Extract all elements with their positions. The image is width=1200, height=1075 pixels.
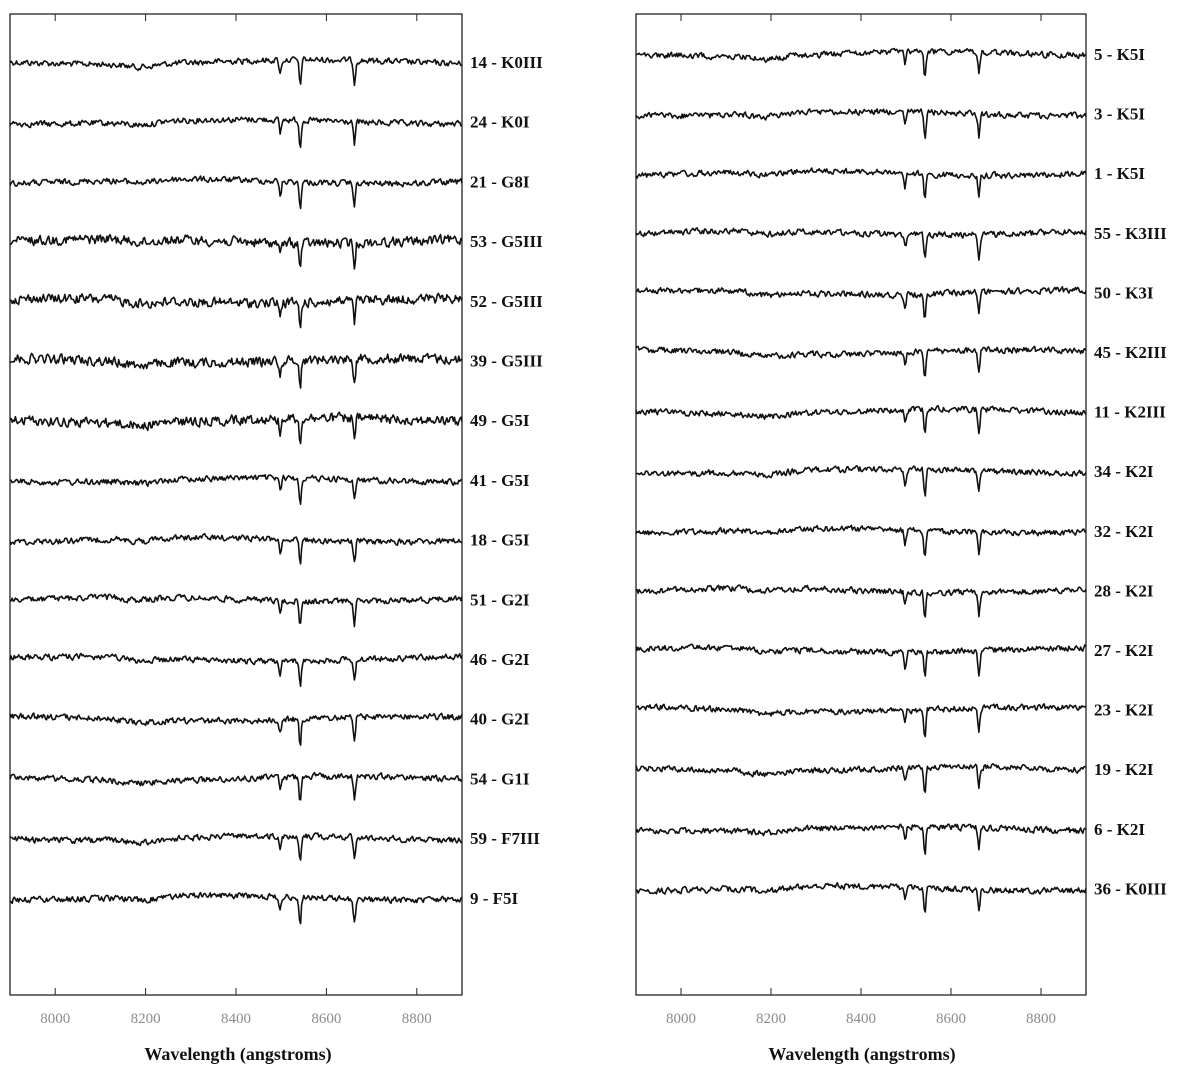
spectrum-line: [635, 404, 1087, 435]
series-label: 51 - G2I: [470, 590, 530, 609]
series-label: 39 - G5III: [470, 352, 543, 371]
series-label: 59 - F7III: [470, 829, 540, 848]
spectrum-line: [9, 116, 463, 148]
spectrum-line: [9, 533, 463, 565]
spectrum-line: [635, 227, 1087, 261]
x-tick-label: 8200: [756, 1011, 786, 1027]
series-label: 1 - K5I: [1094, 164, 1145, 183]
spectrum-line: [635, 167, 1087, 199]
spectrum-line: [635, 584, 1087, 618]
series-label: 46 - G2I: [470, 650, 530, 669]
x-tick-label: 8200: [131, 1011, 161, 1027]
spectrum-line: [9, 771, 463, 801]
spectra-panel-1: 8000 8200 8400 8600 8800 Wavelength (angstrom…: [9, 13, 543, 1065]
series-label: 3 - K5I: [1094, 105, 1145, 124]
x-tick-label: 8800: [1026, 1011, 1056, 1027]
series-label: 50 - K3I: [1094, 283, 1154, 302]
spectra-panel-2: 8000 8200 8400 8600 8800 Wavelength (angstrom…: [635, 13, 1167, 1065]
x-tick-label: 8000: [40, 1011, 70, 1027]
x-tick-label: 8600: [936, 1011, 966, 1027]
x-tick-label: 8400: [221, 1011, 251, 1027]
plot-frame: [635, 13, 1087, 996]
spectrum-line: [635, 643, 1087, 677]
series-label: 53 - G5III: [470, 232, 543, 251]
series-label: 54 - G1I: [470, 769, 530, 788]
spectrum-line: [635, 823, 1087, 855]
spectrum-line: [9, 652, 463, 687]
series-label: 6 - K2I: [1094, 820, 1145, 839]
spectrum-line: [9, 352, 463, 389]
x-tick-label: 8600: [311, 1011, 341, 1027]
spectrum-line: [635, 465, 1087, 497]
series-label: 41 - G5I: [470, 471, 530, 490]
spectrum-line: [635, 345, 1087, 377]
series-label: 40 - G2I: [470, 710, 530, 729]
x-tick-label: 8400: [846, 1011, 876, 1027]
spectrum-line: [9, 712, 463, 746]
spectrum-line: [635, 524, 1087, 556]
spectrum-line: [9, 233, 463, 270]
x-axis-title: Wavelength (angstroms): [768, 1044, 955, 1065]
series-label: 36 - K0III: [1094, 879, 1167, 898]
series-label: 23 - K2I: [1094, 701, 1154, 720]
series-label: 49 - G5I: [470, 411, 530, 430]
series-label: 19 - K2I: [1094, 760, 1154, 779]
series-label: 11 - K2III: [1094, 403, 1166, 422]
plot-frame: [9, 13, 463, 996]
x-tick-label: 8800: [402, 1011, 432, 1027]
series-label: 55 - K3III: [1094, 224, 1167, 243]
spectrum-line: [9, 474, 463, 505]
series-label: 9 - F5I: [470, 889, 519, 908]
spectrum-line: [9, 175, 463, 210]
spectrum-line: [9, 891, 463, 925]
series-label: 18 - G5I: [470, 531, 530, 550]
spectrum-line: [635, 108, 1087, 139]
spectrum-line: [9, 292, 463, 329]
x-tick-label: 8000: [666, 1011, 696, 1027]
spectrum-line: [9, 593, 463, 628]
x-axis-title: Wavelength (angstroms): [144, 1044, 331, 1065]
series-label: 34 - K2I: [1094, 462, 1154, 481]
series-label: 45 - K2III: [1094, 343, 1167, 362]
spectrum-line: [635, 703, 1087, 738]
series-label: 27 - K2I: [1094, 641, 1154, 660]
series-label: 52 - G5III: [470, 292, 543, 311]
series-label: 5 - K5I: [1094, 45, 1145, 64]
spectrum-line: [635, 286, 1087, 318]
spectrum-line: [9, 411, 463, 445]
spectrum-line: [9, 56, 463, 87]
series-label: 21 - G8I: [470, 172, 530, 191]
series-label: 24 - K0I: [470, 113, 530, 132]
series-label: 14 - K0III: [470, 53, 543, 72]
spectrum-line: [635, 763, 1087, 793]
spectrum-line: [635, 882, 1087, 913]
series-label: 32 - K2I: [1094, 522, 1154, 541]
series-label: 28 - K2I: [1094, 581, 1154, 600]
spectrum-line: [9, 832, 463, 861]
spectrum-line: [635, 47, 1087, 76]
